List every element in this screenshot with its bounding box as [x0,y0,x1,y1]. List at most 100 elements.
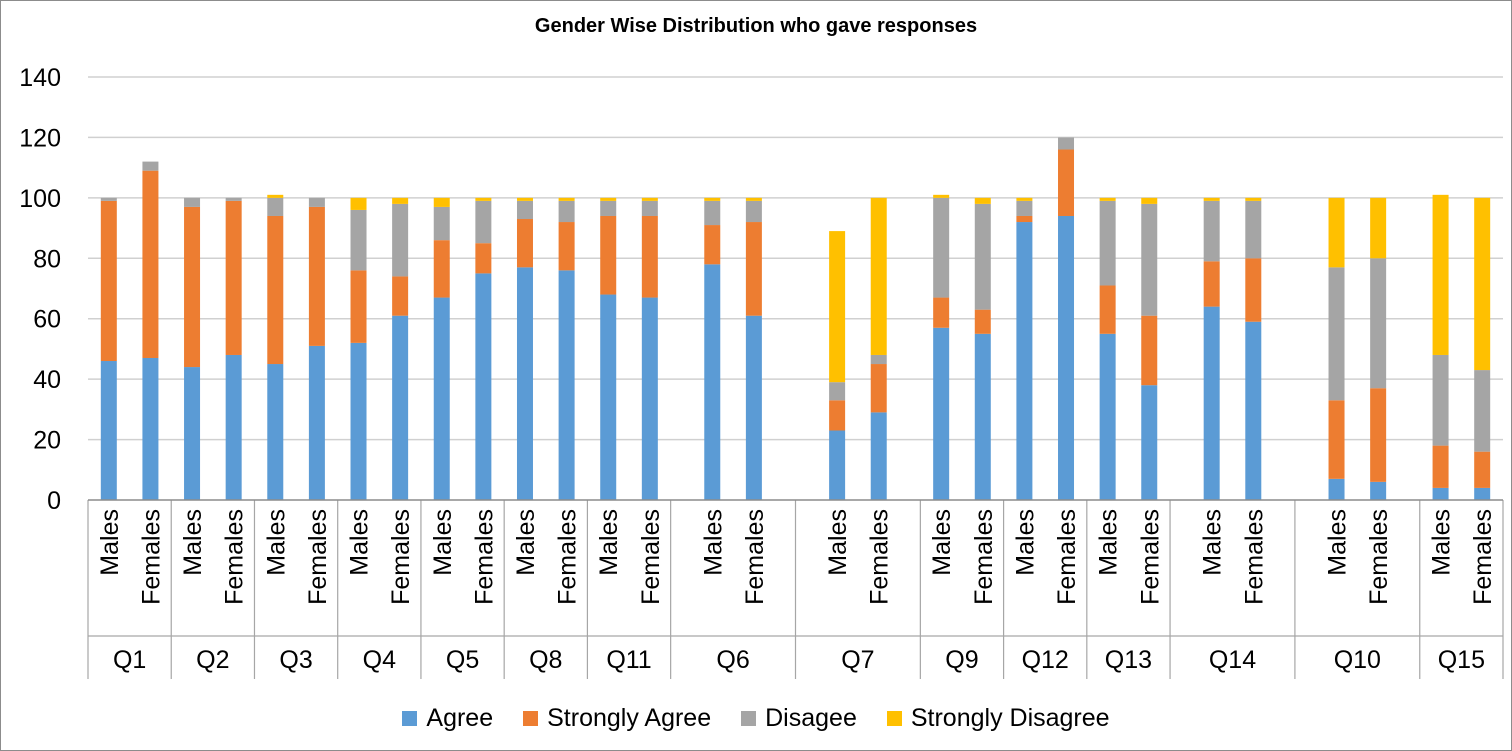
bar-q9-males-strongly-disagree [933,194,950,198]
bar-q11-females-disagee [641,200,658,216]
legend-swatch [741,711,757,726]
bar-q2-males-strongly-agree [184,206,201,368]
bar-q1-males-agree [100,361,117,500]
group-label-q13: Q13 [1105,646,1152,674]
x-tick-label-females: Females [137,509,165,605]
x-tick-label-males: Males [96,509,124,576]
legend-label: Strongly Agree [547,704,712,732]
bar-q4-males-strongly-agree [350,270,367,343]
bar-q12-males-strongly-agree [1016,215,1033,223]
bar-q10-males-strongly-agree [1328,400,1345,479]
x-tick-label-females: Females [1053,509,1081,605]
bar-q14-females-disagee [1245,200,1262,259]
bar-q15-males-agree [1432,487,1449,500]
group-label-q3: Q3 [279,646,312,674]
bar-q11-females-strongly-agree [641,215,658,298]
bar-q9-females-strongly-disagree [974,197,991,204]
bar-q10-males-agree [1328,478,1345,500]
y-tick-label: 120 [19,124,61,152]
x-tick-label-females: Females [1240,509,1268,605]
legend-item-disagee: Disagee [741,704,857,733]
y-tick-label: 80 [33,245,61,273]
group-label-q10: Q10 [1334,646,1381,674]
bar-q6-females-strongly-disagree [745,197,762,201]
group-label-q15: Q15 [1438,646,1485,674]
x-tick-label-males: Males [262,509,290,576]
legend-swatch [886,711,902,726]
y-tick-label: 100 [19,185,61,213]
bar-q12-males-disagee [1016,200,1033,216]
bar-q10-females-strongly-agree [1370,388,1387,482]
bar-q14-males-disagee [1203,200,1220,262]
x-tick-label-females: Females [637,509,665,605]
bar-q13-males-agree [1099,333,1116,500]
bar-q11-males-strongly-agree [600,215,617,295]
bar-q8-females-disagee [558,200,575,223]
group-label-q5: Q5 [446,646,479,674]
bar-q6-females-agree [745,315,762,500]
bar-q7-males-agree [829,430,846,500]
bar-q2-females-disagee [225,197,242,201]
x-tick-label-females: Females [554,509,582,605]
x-tick-label-females: Females [866,509,894,605]
bar-q7-females-agree [870,412,887,500]
bar-q3-males-agree [267,364,284,500]
bar-q6-males-agree [704,264,721,500]
bars [100,137,1491,500]
group-label-q14: Q14 [1209,646,1256,674]
x-tick-label-females: Females [741,509,769,605]
bar-q8-females-strongly-disagree [558,197,575,201]
bar-q13-females-disagee [1141,203,1158,316]
bar-q6-males-strongly-agree [704,225,721,265]
gridlines [88,76,1503,441]
x-tick-label-females: Females [304,509,332,605]
bar-q14-males-agree [1203,306,1220,500]
x-tick-label-males: Males [1324,509,1352,576]
bar-q3-males-disagee [267,197,284,216]
bar-q10-females-disagee [1370,258,1387,389]
bar-q8-females-agree [558,270,575,500]
bar-q15-females-strongly-disagree [1474,197,1491,371]
bar-q10-males-strongly-disagree [1328,197,1345,268]
bar-q4-males-strongly-disagree [350,197,367,210]
bar-q15-males-strongly-disagree [1432,194,1449,355]
legend: Agree Strongly Agree Disagee Strongly Disag… [1,704,1511,733]
x-tick-label-males: Males [1199,509,1227,576]
bar-q6-females-disagee [745,200,762,223]
bar-q5-females-agree [475,273,492,500]
legend-label: Agree [426,704,494,732]
bar-q9-females-disagee [974,203,991,310]
bar-q10-females-strongly-disagree [1370,197,1387,259]
x-tick-label-females: Females [387,509,415,605]
y-tick-label: 140 [19,64,61,92]
bar-q12-males-agree [1016,222,1033,500]
x-tick-label-males: Males [699,509,727,576]
legend-swatch [523,711,539,726]
x-tick-label-males: Males [595,509,623,576]
bar-q7-males-disagee [829,382,846,401]
bar-q7-males-strongly-disagree [829,231,846,383]
x-tick-label-males: Males [1011,509,1039,576]
x-tick-label-females: Females [1469,509,1497,605]
group-label-q12: Q12 [1022,646,1069,674]
group-label-q8: Q8 [529,646,562,674]
bar-q1-females-agree [142,357,159,500]
bar-q7-males-strongly-agree [829,400,846,431]
bar-q3-males-strongly-agree [267,215,284,365]
bar-q13-females-agree [1141,385,1158,500]
group-label-q7: Q7 [841,646,874,674]
bar-q15-females-strongly-agree [1474,451,1491,488]
bar-q4-males-agree [350,342,367,500]
bar-q12-females-agree [1058,215,1075,500]
bar-q4-females-disagee [392,203,409,277]
x-tick-label-males: Males [346,509,374,576]
bar-q7-females-strongly-agree [870,364,887,413]
bar-q9-males-agree [933,327,950,500]
group-label-q2: Q2 [196,646,229,674]
bar-q15-females-agree [1474,487,1491,500]
x-tick-label-females: Females [1365,509,1393,605]
y-tick-label: 20 [33,427,61,455]
bar-q1-males-strongly-agree [100,200,117,362]
bar-q13-males-strongly-disagree [1099,197,1116,201]
